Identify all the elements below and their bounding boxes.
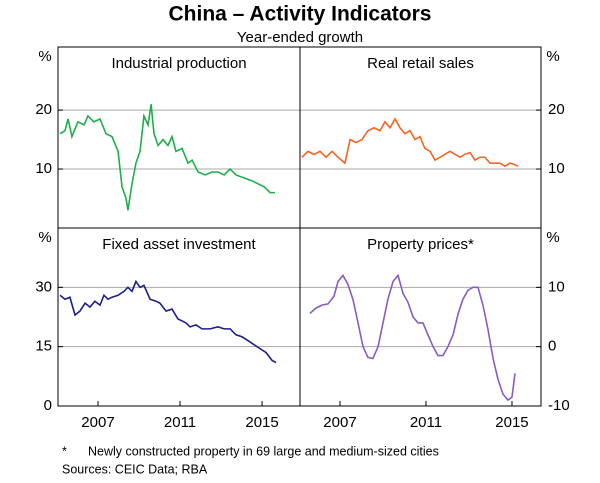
y-unit: % [38, 48, 51, 65]
data-line [59, 279, 277, 364]
y-unit: % [546, 48, 559, 65]
y-tick-label: 0 [548, 338, 556, 355]
panel-title: Fixed asset investment [102, 236, 256, 253]
y-tick-label: 0 [44, 397, 52, 414]
x-tick-label: 2007 [323, 414, 356, 431]
y-tick-label: 10 [548, 160, 565, 177]
chart-title: China – Activity Indicators [169, 3, 432, 26]
y-tick-label: 20 [548, 101, 565, 118]
footnote-marker: * [62, 444, 67, 458]
y-tick-label: 30 [35, 278, 52, 295]
x-tick-label: 2015 [245, 414, 278, 431]
x-tick-label: 2007 [81, 414, 114, 431]
data-line [309, 273, 516, 402]
panel-title: Real retail sales [367, 55, 474, 72]
data-line [59, 104, 275, 211]
panel-title: Property prices* [367, 236, 474, 253]
y-tick-label: -10 [548, 397, 570, 414]
x-tick-label: 2015 [495, 414, 528, 431]
source: Sources: CEIC Data; RBA [62, 462, 208, 476]
y-tick-label: 15 [35, 338, 52, 355]
panel-title: Industrial production [111, 55, 246, 72]
y-unit: % [38, 229, 51, 246]
x-tick-label: 2011 [164, 414, 196, 431]
chart-subtitle: Year-ended growth [237, 29, 363, 46]
y-unit: % [546, 229, 559, 246]
y-tick-label: 20 [35, 101, 52, 118]
x-tick-label: 2011 [410, 414, 442, 431]
data-line [301, 117, 519, 168]
y-tick-label: 10 [35, 160, 52, 177]
y-tick-label: 10 [548, 278, 565, 295]
footnote: Newly constructed property in 69 large a… [88, 444, 439, 458]
